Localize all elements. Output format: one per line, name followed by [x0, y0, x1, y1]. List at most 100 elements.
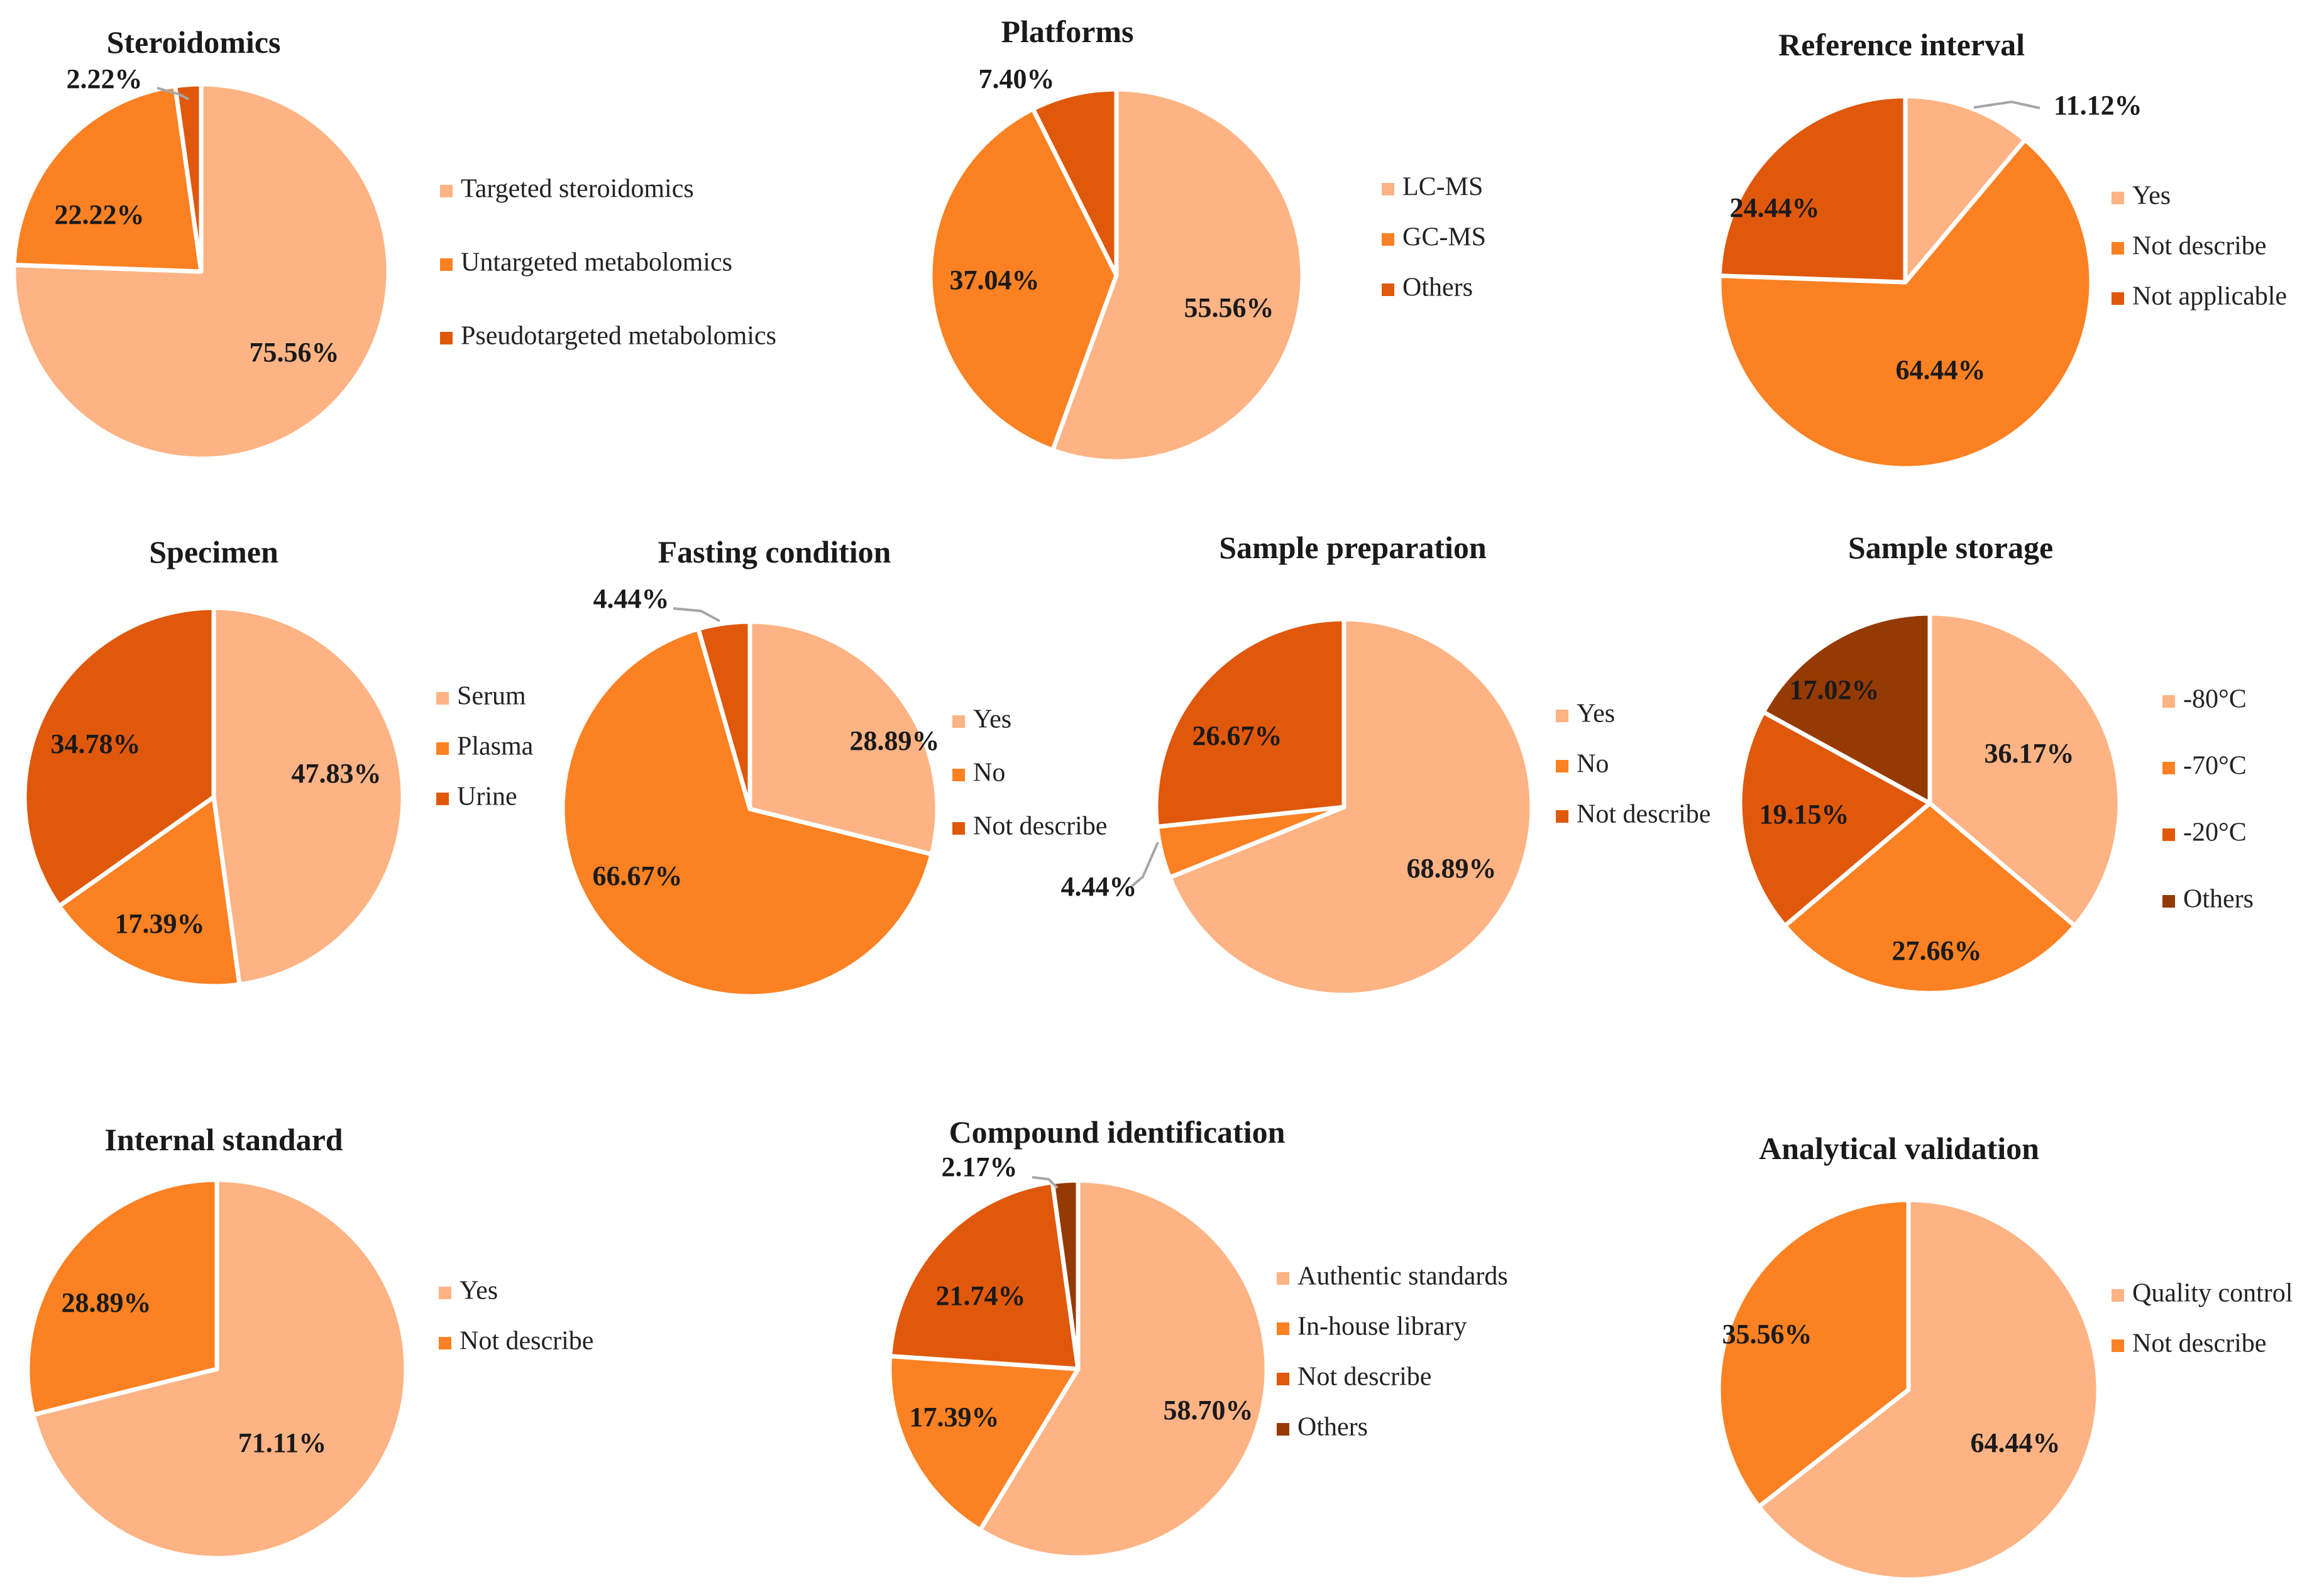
pie-slice	[1737, 710, 1932, 928]
pie-slice	[928, 106, 1119, 453]
legend-label: No	[1577, 750, 1609, 779]
data-label: 35.56%	[1722, 1319, 1812, 1349]
pie-slice	[888, 1180, 1081, 1371]
legend-label: -70°C	[2183, 752, 2247, 781]
chart-title: Steroidomics	[107, 25, 281, 60]
pie-slice	[1756, 1197, 2101, 1582]
pie-chart-5: Fasting condition 28.89% 66.67% 4.44% Yes No N…	[560, 534, 1107, 999]
legend-label: Others	[1297, 1413, 1368, 1442]
data-label: 17.39%	[910, 1402, 1000, 1432]
data-label: 2.22%	[67, 63, 143, 94]
data-label: 26.67%	[1192, 720, 1282, 751]
leader-line	[1032, 1176, 1059, 1189]
pie-slice	[31, 1177, 409, 1561]
legend-label: Yes	[2132, 182, 2171, 211]
legend-swatch	[1382, 233, 1394, 246]
data-label: 55.56%	[1184, 292, 1274, 323]
legend-label: Untargeted metabolomics	[461, 248, 732, 277]
pie-slice	[1927, 611, 2122, 928]
legend-swatch	[1277, 1322, 1289, 1335]
pie-slice	[1050, 87, 1305, 464]
data-label: 34.78%	[51, 728, 141, 759]
leader-line	[157, 87, 189, 101]
legend-label: Not describe	[2132, 232, 2266, 261]
legend-swatch	[1277, 1423, 1289, 1436]
pie-slice	[560, 627, 934, 999]
pie-slice	[11, 84, 204, 274]
pie-chart-1: Steroidomics 75.56% 22.22% 2.22% Targeted st…	[11, 25, 776, 461]
pie-slice	[173, 82, 204, 274]
leader-line	[1973, 100, 2040, 109]
pie-slice	[978, 1178, 1269, 1560]
legend-swatch	[436, 742, 449, 755]
legend-label: Pseudotargeted metabolomics	[461, 322, 776, 351]
legend-swatch	[2112, 1289, 2124, 1302]
pie-slice	[1782, 801, 2078, 996]
data-label: 68.89%	[1407, 853, 1497, 884]
data-label: 47.83%	[292, 758, 382, 789]
legend-swatch	[439, 1337, 451, 1349]
data-label: 27.66%	[1892, 935, 1982, 966]
pie-slice	[1717, 94, 1908, 285]
data-label: 28.89%	[62, 1287, 151, 1318]
data-label: 21.74%	[936, 1280, 1026, 1311]
legend-label: Others	[2183, 885, 2254, 914]
data-label: 75.56%	[250, 337, 339, 368]
pie-slice	[887, 1353, 1081, 1532]
data-label: 37.04%	[950, 265, 1040, 295]
legend-label: -20°C	[2183, 818, 2247, 847]
data-label: 28.89%	[850, 725, 940, 756]
legend-swatch	[1277, 1272, 1289, 1285]
legend-swatch	[2112, 292, 2124, 305]
pie-slice	[211, 605, 405, 987]
pie-slice	[747, 619, 940, 857]
chart-title: Sample preparation	[1219, 530, 1487, 565]
pie-chart-9: Compound identification 58.70% 17.39% 21.74…	[887, 1114, 1508, 1560]
legend-swatch	[436, 793, 449, 805]
pie-slice	[1903, 94, 2027, 285]
legend-swatch	[1382, 183, 1394, 195]
data-label: 64.44%	[1896, 355, 1986, 385]
legend-label: -80°C	[2183, 685, 2247, 714]
chart-title: Compound identification	[949, 1114, 1286, 1150]
leader-line	[1129, 842, 1159, 889]
legend-label: Not applicable	[2132, 282, 2287, 311]
legend-swatch	[1556, 760, 1568, 772]
legend-swatch	[2162, 828, 2175, 841]
pie-chart-4: Specimen 47.83% 17.39% 34.78% Serum Plasma Uri…	[22, 534, 534, 989]
chart-title: Fasting condition	[658, 534, 891, 569]
data-label: 7.40%	[979, 63, 1055, 94]
legend-swatch	[440, 332, 453, 344]
pie-slice	[1717, 137, 2094, 471]
legend-label: Yes	[1577, 700, 1615, 728]
legend-swatch	[1277, 1373, 1289, 1385]
legend-label: Quality control	[2132, 1279, 2293, 1308]
legend-label: Not describe	[460, 1327, 593, 1356]
legend-swatch	[952, 769, 965, 781]
legend-swatch	[952, 822, 965, 835]
legend-swatch	[2112, 242, 2124, 255]
legend-swatch	[1556, 710, 1568, 722]
legend-label: Yes	[973, 705, 1011, 734]
legend-label: Not describe	[1297, 1363, 1431, 1392]
legend-label: Plasma	[457, 732, 534, 761]
data-label: 66.67%	[593, 860, 683, 891]
chart-title: Specimen	[149, 534, 278, 569]
legend-label: Not describe	[973, 812, 1107, 841]
data-label: 17.02%	[1790, 674, 1880, 705]
legend-swatch	[2162, 695, 2175, 708]
legend-swatch	[1382, 283, 1394, 296]
legend-swatch	[439, 1287, 451, 1299]
pie-slice	[1167, 617, 1534, 998]
legend-label: In-house library	[1297, 1312, 1467, 1341]
legend-swatch	[2112, 192, 2124, 204]
data-label: 36.17%	[1985, 738, 2074, 769]
legend-swatch	[1556, 810, 1568, 823]
pie-slice	[1154, 617, 1346, 829]
pie-chart-7: Sample storage 36.17% 27.66% 19.15% 17.02% -8…	[1737, 530, 2254, 996]
chart-title: Sample storage	[1848, 530, 2053, 565]
pie-chart-2: Platforms 55.56% 37.04% 7.40% LC-MS GC-MS Othe…	[928, 14, 1486, 464]
leader-line	[673, 607, 720, 622]
data-label: 4.44%	[593, 583, 669, 614]
